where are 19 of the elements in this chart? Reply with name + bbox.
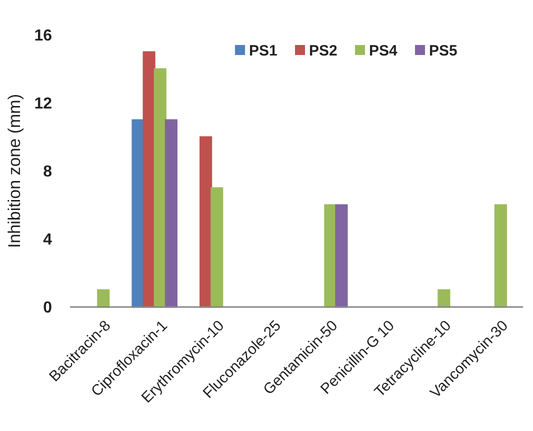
bar	[210, 187, 224, 308]
legend-label: PS1	[249, 42, 278, 60]
bar	[438, 289, 450, 308]
y-axis-title: Inhibition zone (mm)	[5, 94, 24, 248]
y-tick-label: 16	[34, 28, 52, 45]
y-tick-label: 12	[34, 96, 52, 113]
bar	[154, 68, 166, 308]
y-tick-label: 8	[43, 164, 52, 181]
bar	[494, 204, 508, 308]
legend-label: PS4	[369, 42, 398, 60]
legend-label: PS5	[429, 42, 458, 60]
bar	[164, 119, 178, 308]
legend-label: PS2	[309, 42, 338, 60]
y-tick-label: 4	[43, 232, 52, 249]
y-tick-label: 0	[43, 300, 52, 317]
bar	[200, 136, 212, 308]
bar	[335, 204, 348, 308]
bar	[97, 289, 110, 308]
bar	[132, 119, 144, 308]
